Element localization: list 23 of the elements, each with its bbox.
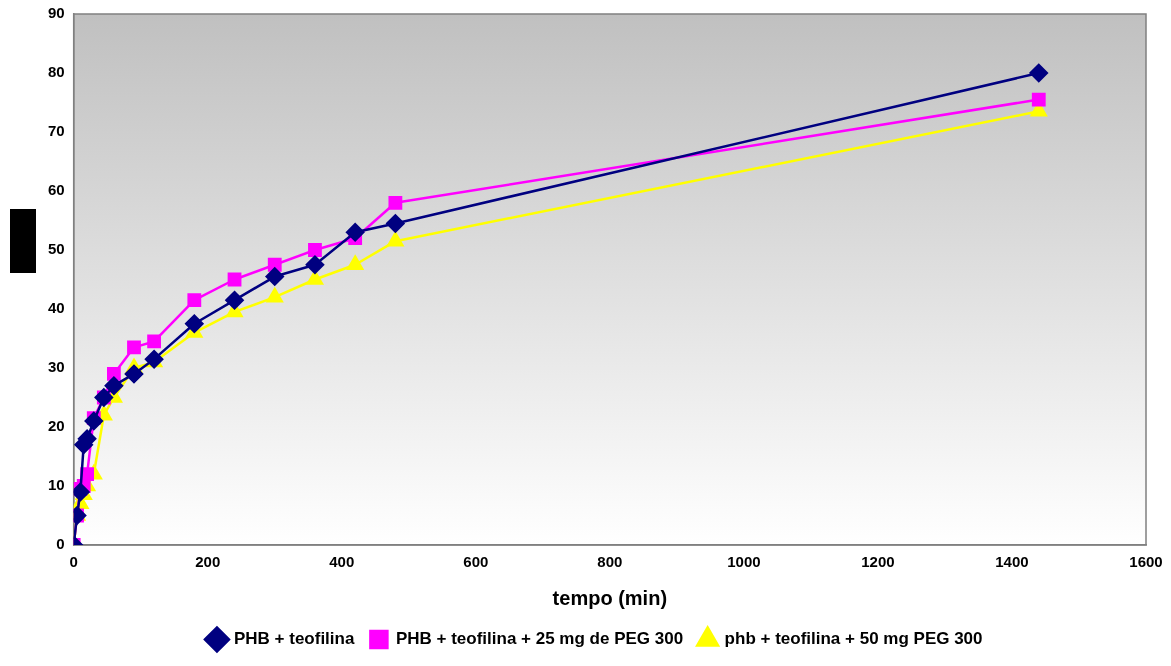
y-tick-label: 30: [48, 358, 65, 376]
y-tick-label: 0: [56, 535, 65, 553]
x-axis-title: tempo (min): [552, 586, 668, 609]
x-tick-label: 800: [597, 553, 623, 571]
y-tick-label: 10: [48, 476, 65, 494]
legend-label: PHB + teofilina + 25 mg de PEG 300: [395, 629, 684, 649]
x-tick-label: 600: [463, 553, 489, 571]
x-tick-label: 400: [329, 553, 355, 571]
y-tick-label: 40: [48, 299, 65, 317]
y-tick-label: 70: [48, 122, 65, 140]
y-tick-label: 20: [48, 417, 65, 435]
y-tick-label: 80: [48, 63, 65, 81]
x-tick-label: 0: [69, 553, 78, 571]
x-tick-label: 200: [195, 553, 221, 571]
y-tick-label: 50: [48, 240, 65, 258]
legend-label: phb + teofilina + 50 mg PEG 300: [724, 629, 983, 649]
y-tick-label: 90: [48, 4, 65, 22]
legend-label: PHB + teofilina: [233, 629, 355, 649]
x-tick-label: 1000: [727, 553, 761, 571]
x-tick-label: 1400: [995, 553, 1029, 571]
y-tick-label: 60: [48, 181, 65, 199]
x-tick-label: 1600: [1129, 553, 1163, 571]
x-tick-label: 1200: [861, 553, 895, 571]
